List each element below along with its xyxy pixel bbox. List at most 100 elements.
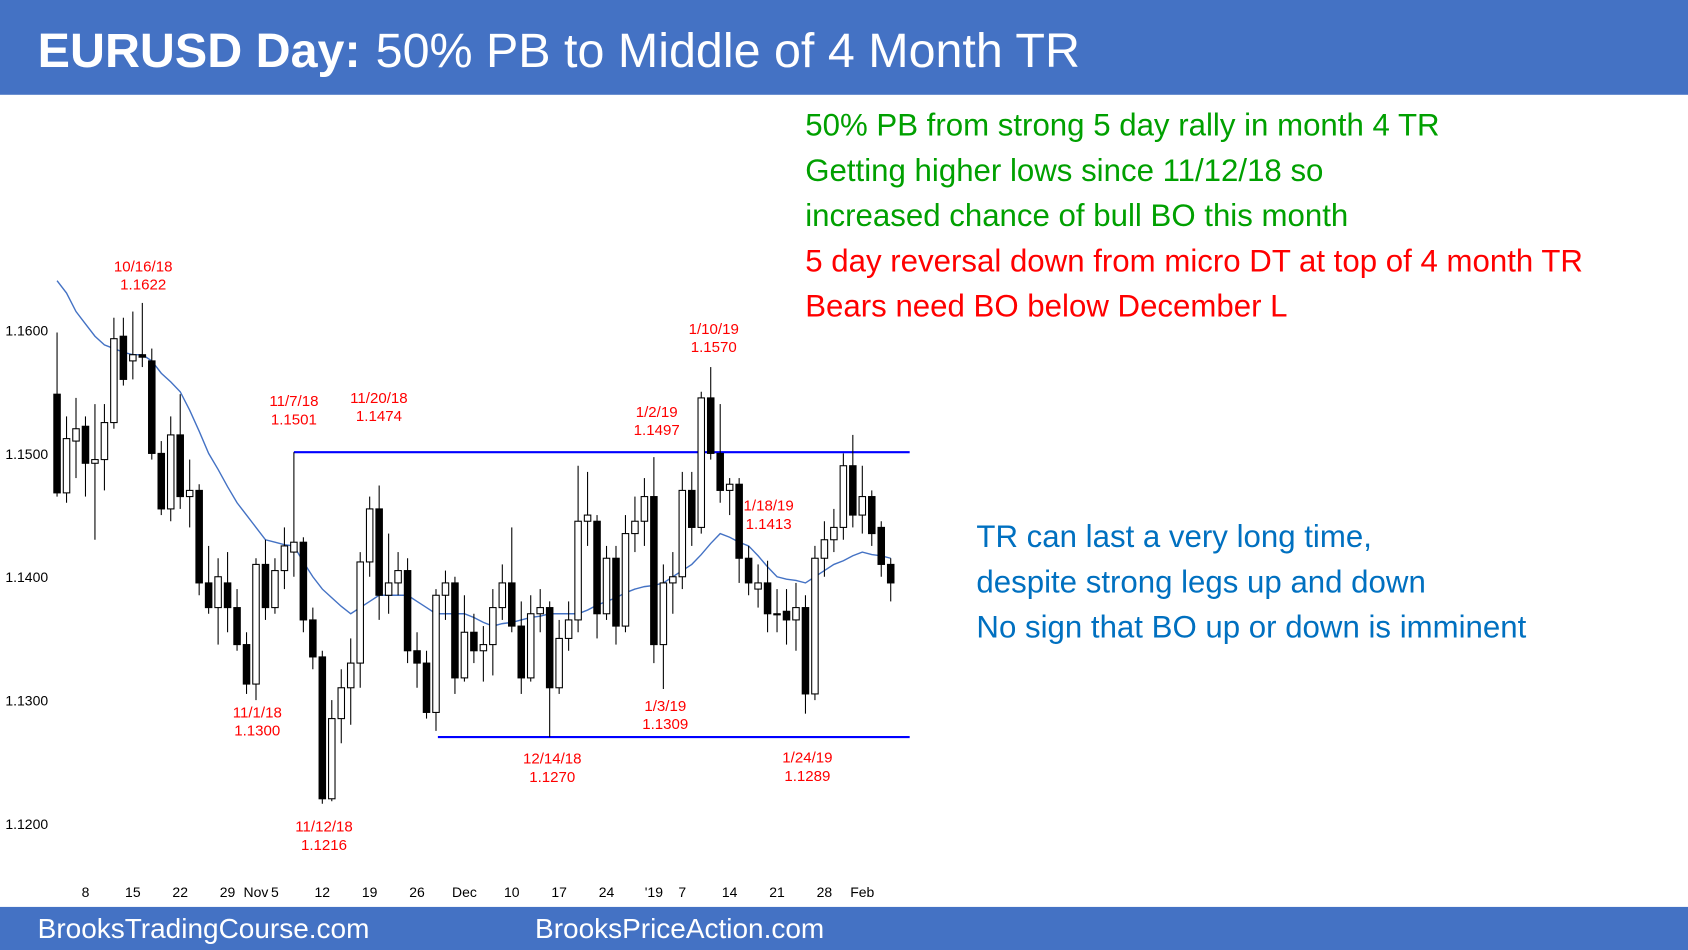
x-tick-label: 21 [769,884,785,900]
annotation-date: 10/16/18 [114,258,173,275]
candle-body [650,496,658,646]
annotation-price: 1.1570 [691,339,737,356]
note: Bears need BO below December L [805,289,1287,324]
candle-body [498,582,507,609]
candle-body [185,489,194,498]
candle-body [53,393,61,494]
x-tick-label: 5 [271,884,279,900]
candle-body [830,526,838,541]
candle-body [631,520,639,535]
annotation-date: 11/20/18 [350,390,408,407]
candle-body [479,644,488,652]
candle-body [678,489,687,578]
annotation-date: 11/7/18 [269,393,318,410]
x-tick-label: 26 [409,884,425,900]
y-tick-label: 1.1500 [5,446,48,462]
candle-body [214,576,222,609]
candle-body [384,582,393,596]
candle-body [763,582,772,615]
candle-body [299,541,308,621]
x-tick-label: 19 [362,884,378,900]
footer-bar [0,906,1688,950]
candle-body [536,607,544,615]
candle-body [688,489,696,528]
candle-body [460,631,469,679]
candle-body [242,644,251,685]
candle-body [792,607,800,621]
candle-body [858,496,867,516]
candle-body [545,607,554,689]
note: despite strong legs up and down [976,564,1425,599]
candle-body [62,438,71,494]
candle-body [261,563,270,609]
annotation-price: 1.1300 [234,723,280,740]
candle-body [422,662,431,713]
annotation-price: 1.1289 [784,768,830,785]
annotation-date: 12/14/18 [523,751,582,768]
y-tick-label: 1.1400 [5,569,48,585]
candle-body [157,452,166,510]
candle-body [470,631,478,652]
annotation-price: 1.1413 [746,516,792,533]
candle-body [375,508,383,596]
y-tick-label: 1.1600 [5,322,48,338]
candle-body [252,563,260,685]
footer-right: BrooksPriceAction.com [535,913,824,944]
note: 50% PB from strong 5 day rally in month … [805,108,1439,143]
candle-body [223,582,232,609]
candle-body [602,557,611,615]
candle-body [195,489,203,584]
x-tick-label: Feb [850,884,874,900]
candle-body [526,613,535,679]
candle-body [801,607,810,695]
candle-body [877,526,886,565]
candle-body [290,541,298,553]
annotation-price: 1.1474 [356,408,402,425]
candle-body [72,428,80,442]
candle-body [583,514,592,522]
x-tick-label: 24 [599,884,615,900]
plot: 1.1200 1.1300 1.1400 1.1500 1.1600 8 15 22 29 Nov… [5,258,910,900]
annotation-date: 1/18/19 [744,498,794,515]
x-tick-label: 10 [504,884,520,900]
candle-body [716,452,724,491]
candle-body [318,656,327,800]
candle-body [309,619,317,658]
x-tick-label: 14 [722,884,738,900]
annotation-date: 11/1/18 [233,704,282,721]
candle-body [744,557,753,584]
candle-body [782,610,791,621]
candle-body [337,687,346,720]
candle-body [640,496,649,522]
x-tick-label: 12 [315,884,331,900]
candle-body [593,520,601,615]
x-tick-label: 7 [678,884,686,900]
candle-body [508,582,516,627]
candle-body [697,397,706,528]
x-tick-label: 22 [172,884,188,900]
annotation-price: 1.1309 [642,716,688,733]
candle-body [735,483,743,559]
x-tick-label: '19 [645,884,663,900]
candle-body [555,637,563,689]
candle-body [441,582,450,596]
candle-body [166,434,175,510]
candle-body [849,465,857,516]
candle-body [773,613,781,616]
title: EURUSD Day: [38,24,361,78]
candle-body [659,582,668,646]
candle-body [328,718,336,800]
candle-body [574,520,582,621]
annotation-price: 1.1497 [634,422,680,439]
annotation-price: 1.1270 [529,769,575,786]
candle-body [81,425,90,464]
note: No sign that BO up or down is imminent [976,610,1526,645]
x-tick-label: Nov [244,884,269,900]
annotation-price: 1.1216 [301,837,347,854]
candle-body [706,397,715,454]
candle-body [91,459,99,464]
note: TR can last a very long time, [976,519,1371,554]
candle-body [110,338,118,424]
